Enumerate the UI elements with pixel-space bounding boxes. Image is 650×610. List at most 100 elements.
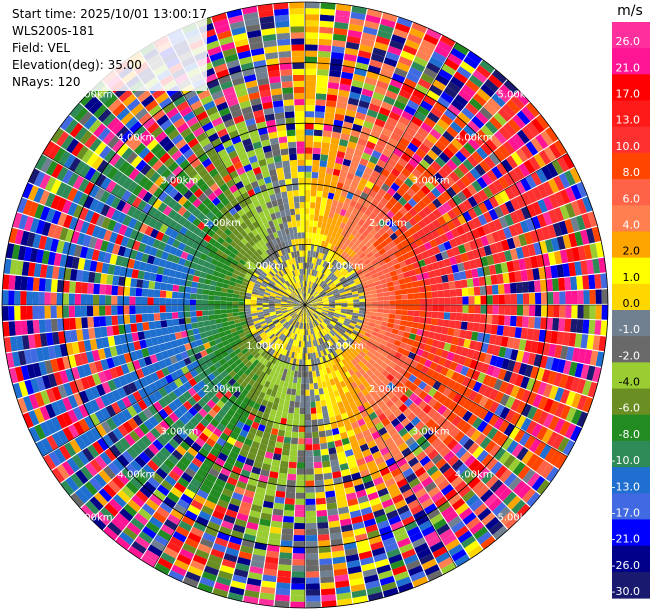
velocity-gate — [427, 149, 439, 161]
velocity-gate — [492, 366, 501, 379]
velocity-gate — [432, 354, 441, 364]
velocity-gate — [405, 321, 413, 328]
velocity-gate — [480, 363, 490, 374]
velocity-gate — [407, 457, 419, 468]
velocity-gate — [556, 264, 565, 278]
velocity-gate — [234, 440, 244, 449]
velocity-gate — [350, 221, 358, 229]
velocity-gate — [225, 509, 238, 519]
velocity-gate — [483, 398, 494, 411]
velocity-gate — [280, 334, 286, 341]
velocity-gate — [312, 443, 321, 451]
velocity-gate — [269, 408, 277, 417]
velocity-gate — [322, 308, 329, 312]
velocity-gate — [547, 305, 554, 318]
velocity-gate — [305, 80, 316, 88]
velocity-gate — [528, 292, 536, 305]
velocity-gate — [226, 293, 234, 298]
velocity-gate — [538, 329, 547, 342]
velocity-gate — [309, 288, 313, 294]
velocity-gate — [446, 220, 456, 231]
velocity-gate — [322, 260, 327, 268]
velocity-gate — [366, 351, 374, 359]
velocity-gate — [401, 265, 409, 273]
velocity-gate — [319, 323, 325, 330]
velocity-gate — [410, 504, 424, 516]
velocity-gate — [412, 340, 421, 348]
velocity-gate — [329, 303, 336, 305]
velocity-gate — [471, 150, 484, 164]
velocity-gate — [419, 143, 431, 154]
velocity-gate — [554, 387, 565, 402]
velocity-gate — [531, 379, 542, 394]
velocity-gate — [356, 391, 365, 400]
velocity-gate — [321, 295, 328, 299]
velocity-gate — [250, 299, 257, 303]
velocity-gate — [352, 310, 360, 314]
velocity-gate — [198, 510, 212, 521]
velocity-gate — [317, 221, 323, 228]
velocity-gate — [284, 362, 290, 370]
velocity-gate — [307, 244, 312, 251]
velocity-gate — [317, 306, 324, 308]
velocity-gate — [456, 225, 466, 236]
velocity-gate — [310, 401, 316, 408]
velocity-gate — [315, 497, 326, 505]
velocity-gate — [389, 300, 396, 305]
velocity-gate — [376, 80, 389, 90]
velocity-gate — [510, 95, 525, 110]
velocity-gate — [240, 545, 254, 554]
velocity-gate — [183, 451, 195, 462]
velocity-gate — [305, 14, 320, 21]
velocity-gate — [378, 274, 386, 281]
velocity-gate — [302, 359, 305, 366]
velocity-gate — [170, 508, 184, 521]
velocity-gate — [386, 548, 401, 559]
velocity-gate — [263, 393, 271, 402]
velocity-gate — [437, 394, 448, 405]
velocity-gate — [351, 228, 359, 237]
velocity-gate — [541, 369, 551, 383]
velocity-gate — [221, 287, 228, 293]
velocity-gate — [397, 346, 405, 355]
velocity-gate — [332, 39, 346, 48]
velocity-gate — [401, 167, 412, 178]
velocity-gate — [467, 413, 478, 426]
velocity-gate — [364, 574, 379, 584]
velocity-gate — [287, 473, 297, 481]
velocity-gate — [312, 321, 316, 328]
velocity-gate — [426, 62, 441, 74]
velocity-gate — [351, 79, 364, 89]
velocity-gate — [349, 352, 357, 359]
velocity-gate — [292, 559, 305, 566]
velocity-gate — [362, 372, 370, 381]
velocity-gate — [305, 62, 317, 69]
velocity-gate — [305, 286, 307, 293]
velocity-gate — [359, 396, 368, 405]
velocity-gate — [377, 227, 386, 236]
velocity-gate — [498, 487, 513, 502]
velocity-gate — [571, 247, 581, 262]
velocity-gate — [329, 365, 335, 373]
velocity-gate — [210, 548, 225, 559]
velocity-gate — [267, 347, 273, 354]
velocity-gate — [354, 324, 362, 330]
velocity-gate — [392, 279, 400, 286]
velocity-gate — [305, 153, 313, 160]
velocity-gate — [130, 323, 138, 333]
velocity-gate — [319, 369, 324, 377]
velocity-gate — [381, 232, 390, 240]
velocity-gate — [441, 484, 454, 496]
velocity-gate — [356, 106, 368, 115]
velocity-gate — [492, 305, 499, 315]
velocity-gate — [582, 396, 594, 413]
velocity-gate — [416, 435, 427, 446]
velocity-gate — [531, 118, 545, 134]
velocity-gate — [340, 468, 351, 477]
velocity-gate — [305, 303, 311, 305]
velocity-gate — [334, 324, 341, 330]
velocity-gate — [559, 389, 571, 404]
velocity-gate — [339, 328, 346, 334]
velocity-gate — [329, 305, 336, 307]
velocity-gate — [554, 140, 567, 156]
